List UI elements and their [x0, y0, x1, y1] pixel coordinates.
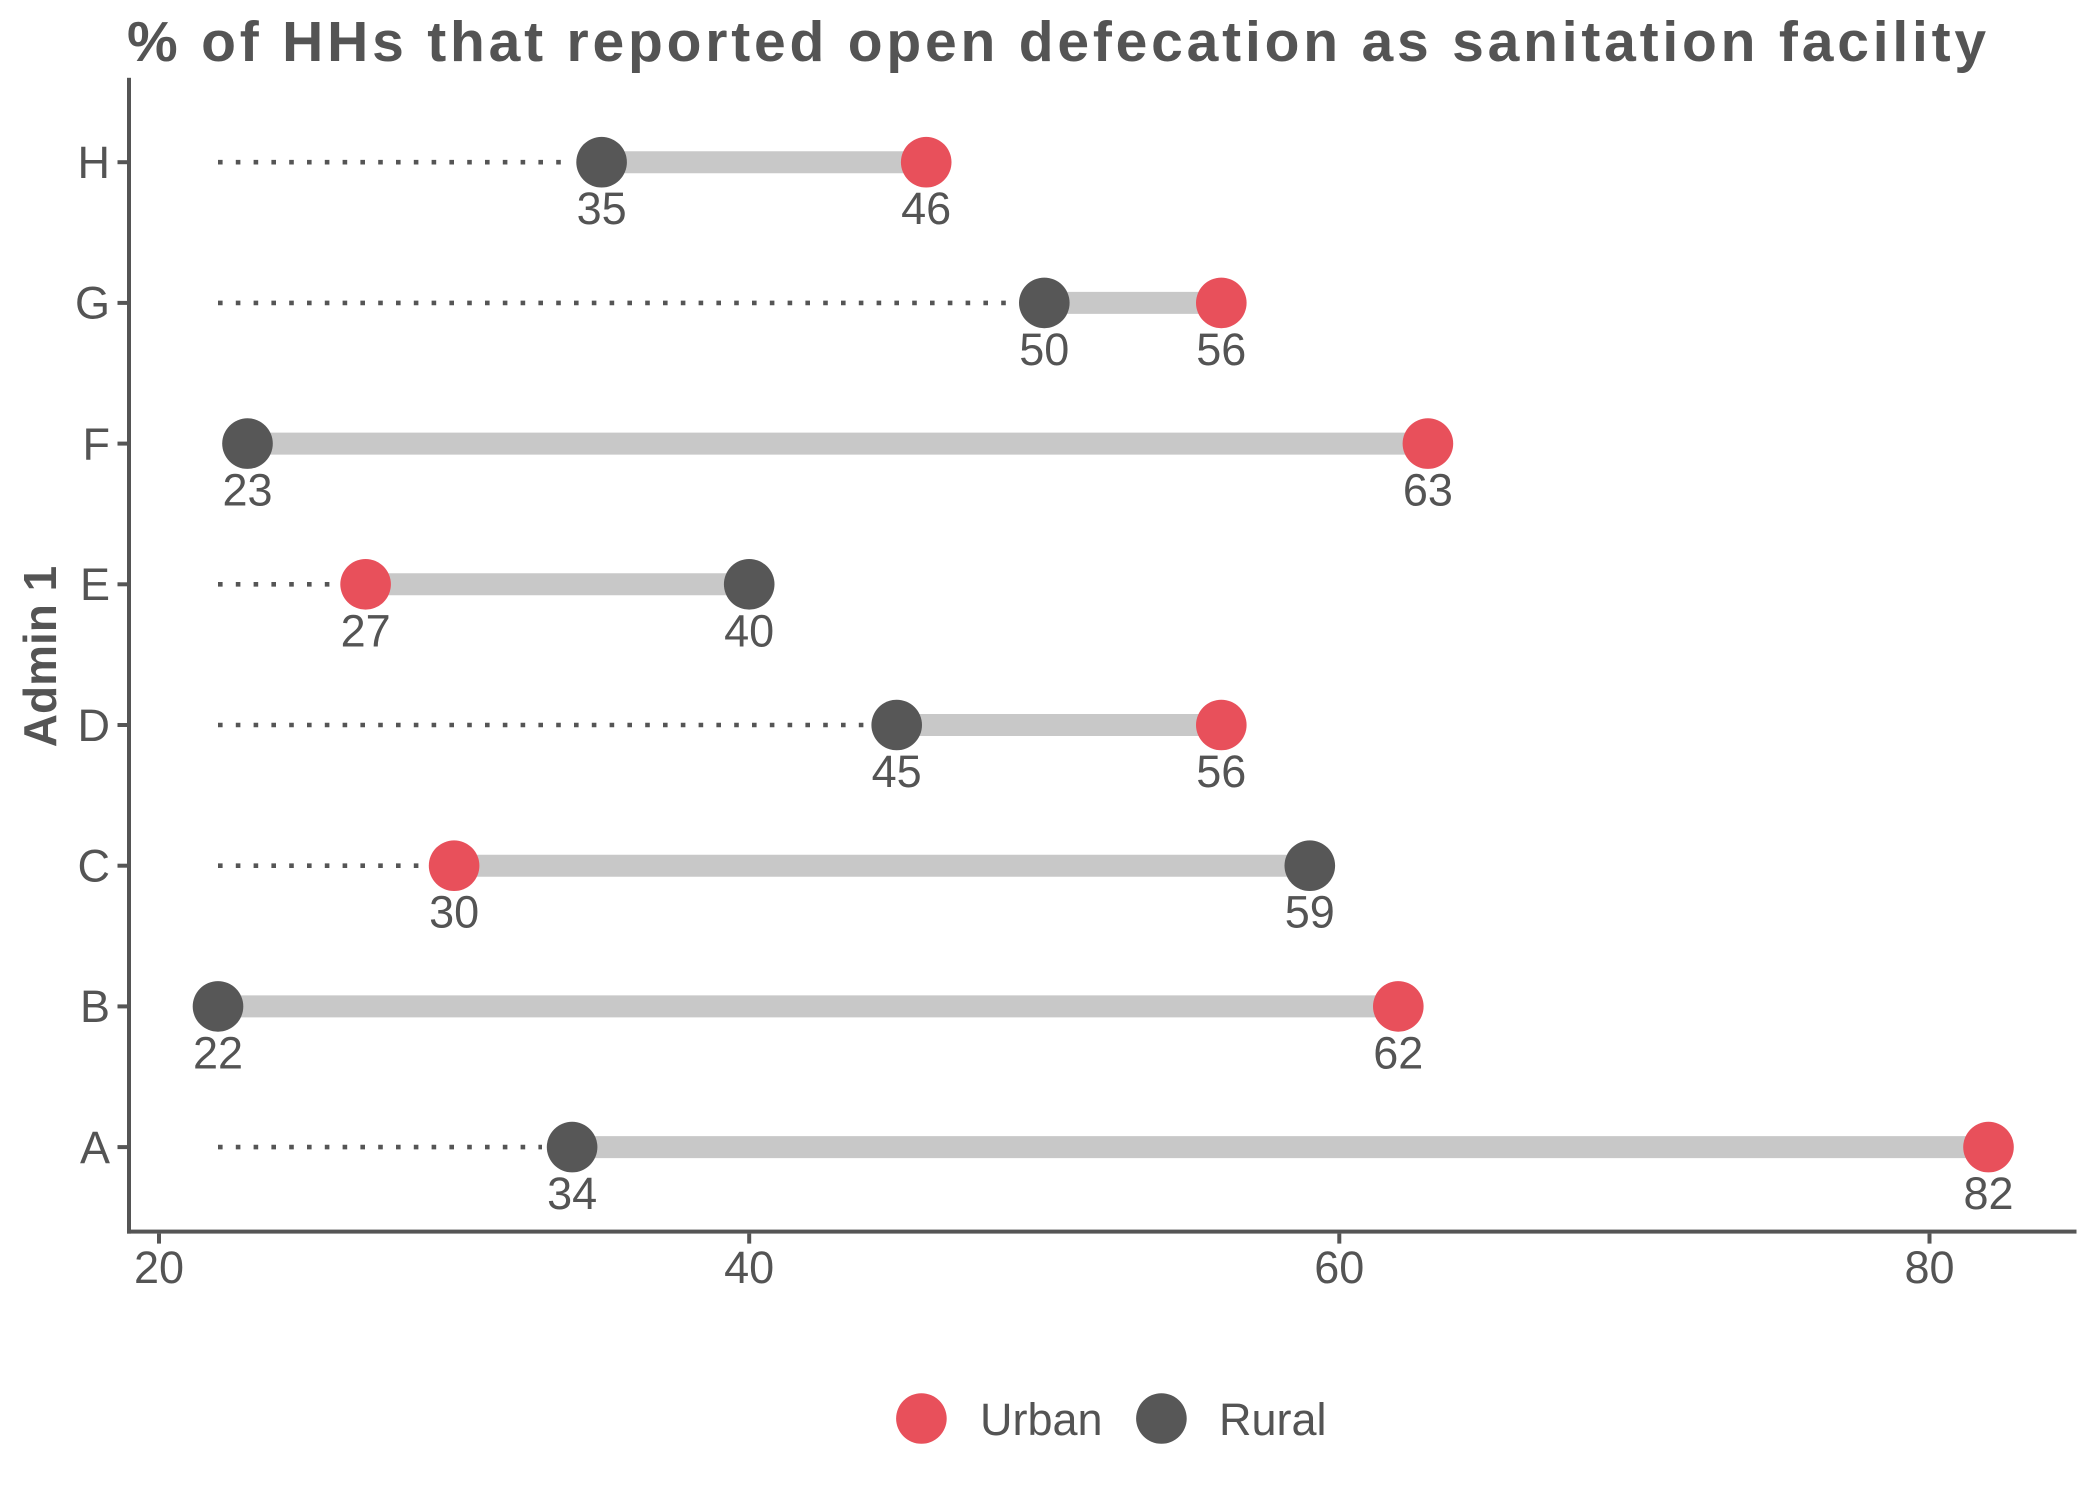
svg-text:F: F: [83, 418, 111, 469]
svg-text:34: 34: [547, 1168, 597, 1219]
svg-text:46: 46: [901, 183, 951, 234]
svg-text:% of HHs that reported open de: % of HHs that reported open defecation a…: [127, 10, 1990, 74]
svg-text:23: 23: [222, 465, 272, 516]
svg-text:Urban: Urban: [980, 1394, 1103, 1445]
svg-text:63: 63: [1403, 465, 1453, 516]
svg-text:30: 30: [429, 887, 479, 938]
svg-text:59: 59: [1285, 887, 1335, 938]
svg-text:56: 56: [1196, 746, 1246, 797]
svg-text:G: G: [75, 278, 110, 329]
svg-text:Rural: Rural: [1219, 1394, 1327, 1445]
svg-text:27: 27: [341, 605, 391, 656]
svg-text:D: D: [78, 700, 111, 751]
svg-text:40: 40: [724, 1242, 774, 1293]
svg-text:62: 62: [1373, 1027, 1423, 1078]
svg-text:H: H: [78, 137, 111, 188]
svg-text:E: E: [80, 559, 110, 610]
svg-text:35: 35: [577, 183, 627, 234]
svg-text:40: 40: [724, 605, 774, 656]
svg-text:45: 45: [872, 746, 922, 797]
svg-text:C: C: [78, 841, 111, 892]
svg-text:50: 50: [1019, 324, 1069, 375]
svg-text:60: 60: [1314, 1242, 1364, 1293]
svg-text:56: 56: [1196, 324, 1246, 375]
svg-text:22: 22: [193, 1027, 243, 1078]
svg-text:80: 80: [1904, 1242, 1954, 1293]
svg-text:Admin 1: Admin 1: [14, 566, 66, 747]
svg-text:B: B: [80, 981, 110, 1032]
svg-text:82: 82: [1963, 1168, 2013, 1219]
svg-text:A: A: [80, 1122, 110, 1173]
svg-text:20: 20: [134, 1242, 184, 1293]
